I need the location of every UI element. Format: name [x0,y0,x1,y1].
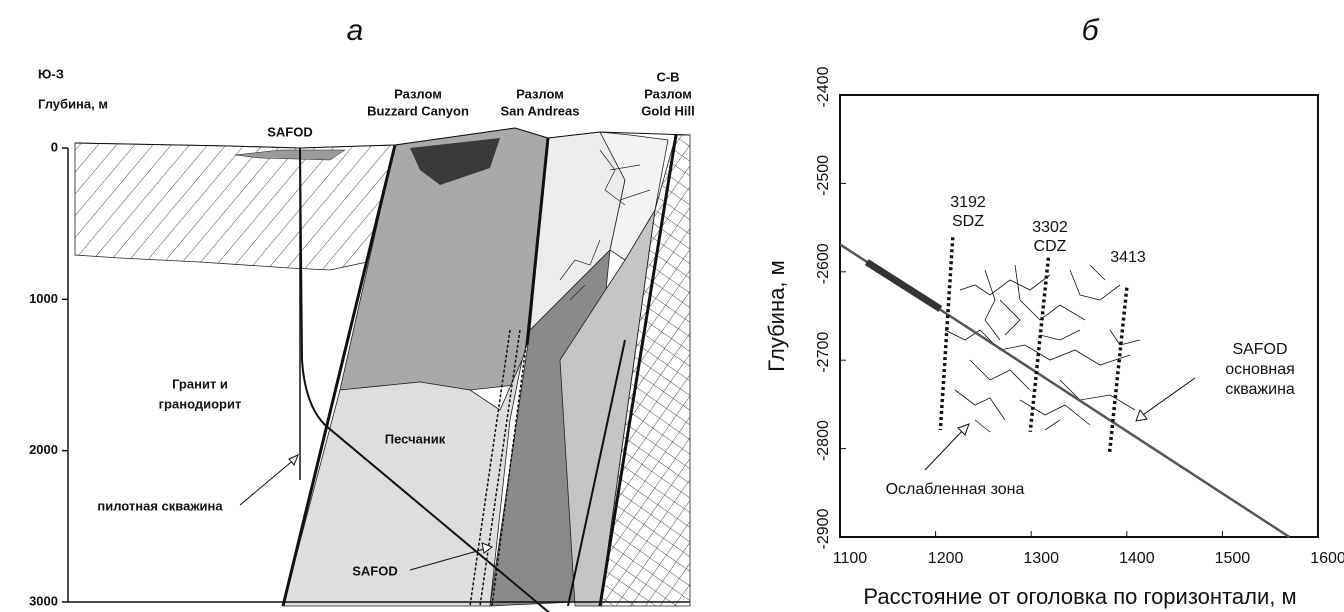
annotation: SAFOD [1232,341,1287,358]
rock-label: Песчаник [385,431,446,446]
series-line [1110,288,1127,452]
fault-label: Разлом [644,86,692,101]
series-line [1030,258,1048,432]
annotation: Ослабленная зона [886,481,1025,498]
zone-label: 3302 [1032,219,1068,236]
y-tick-label: 1000 [29,291,58,306]
fault-label: San Andreas [501,103,580,118]
y-tick-label: 2000 [29,442,58,457]
well-label: SAFOD [267,124,313,139]
arrowhead [1136,410,1147,421]
panel-title: б [1082,14,1100,47]
fractures [945,265,1140,432]
series-line [867,262,941,309]
page: {"panel_a": { "title": "а", "sw": "Ю-З",… [0,0,1344,612]
y-tick-label: -2900 [815,508,832,549]
annotation: основная [1225,361,1295,378]
cross-section [68,128,690,612]
x-tick-label: 1100 [833,550,868,567]
x-tick-label: 1400 [1119,550,1155,567]
y-tick-label: 0 [51,139,58,154]
arrow [1140,378,1195,417]
y-tick-label: -2800 [815,420,832,461]
y-tick-label: -2500 [815,155,832,196]
x-tick-label: 1500 [1215,550,1251,567]
zone-label: SDZ [952,213,984,230]
axis-title: Глубина, м [38,96,108,111]
y-tick-label: -2400 [815,66,832,107]
x-tick-label: 1300 [1023,550,1059,567]
arrow [925,428,965,470]
x-axis-title: Расстояние от оголовка по горизонтали, м [863,584,1296,609]
rock-label: Гранит и [172,376,228,391]
x-tick-label: 1200 [928,550,964,567]
zone-label: CDZ [1034,238,1067,255]
y-tick-label: 3000 [29,593,58,608]
series-line [940,237,952,430]
well-label: пилотная скважина [97,498,223,513]
well-label: SAFOD [352,563,398,578]
direction-label: С-В [656,69,679,84]
y-tick-label: -2600 [815,243,832,284]
y-axis-title: Глубина, м [764,260,789,371]
y-tick-label: -2700 [815,332,832,373]
panel-title: а [347,14,364,47]
zone-label: 3192 [950,194,986,211]
direction-label: Ю-З [38,66,64,81]
figure: 0 1000 2000 3000 а Ю-З Глубина, м SAFOD Раз… [0,0,1344,612]
fault-label: Gold Hill [641,103,694,118]
fault-label: Разлом [394,86,442,101]
x-tick-label: 1600 [1310,550,1344,567]
fault-label: Buzzard Canyon [367,103,469,118]
fault-label: Разлом [516,86,564,101]
annotation: скважина [1225,381,1295,398]
depth-axis: 0 1000 2000 3000 [29,139,68,608]
rock-label: гранодиорит [159,396,242,411]
zone-label: 3413 [1110,249,1146,266]
